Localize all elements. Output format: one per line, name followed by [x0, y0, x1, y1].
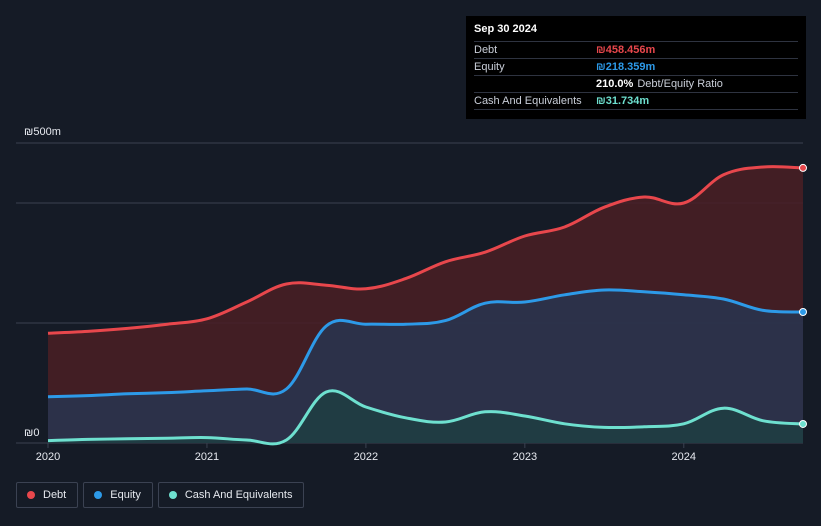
tooltip-row-sublabel: Debt/Equity Ratio	[637, 78, 723, 90]
tooltip-row: 210.0% Debt/Equity Ratio	[474, 75, 798, 92]
tooltip-row-value: ₪218.359m	[596, 61, 656, 73]
tooltip-row-value: 210.0%	[596, 78, 634, 90]
tooltip-date: Sep 30 2024	[474, 23, 537, 35]
tooltip-row: Debt ₪458.456m	[474, 41, 798, 58]
y-axis-top-label: ₪500m	[24, 126, 61, 138]
legend-item-equity[interactable]: Equity	[83, 482, 153, 508]
equity-end-marker	[799, 307, 807, 316]
tooltip-row-value: ₪31.734m	[596, 95, 650, 107]
line-layer	[47, 165, 804, 446]
tooltip-row-label: Cash And Equivalents	[474, 95, 582, 107]
legend: Debt Equity Cash And Equivalents	[16, 482, 305, 508]
tooltip-row: Cash And Equivalents ₪31.734m	[474, 92, 798, 110]
tooltip-row-label: Equity	[474, 61, 505, 73]
equity-line	[47, 288, 804, 399]
tooltip-rows: Debt ₪458.456m Equity ₪218.359m 210.0% Debt/E…	[474, 41, 798, 110]
legend-dot-icon	[168, 491, 177, 499]
cash-and-equivalents-end-marker	[799, 419, 807, 428]
legend-item-debt[interactable]: Debt	[16, 482, 79, 508]
area-layer	[48, 166, 803, 444]
legend-label: Equity	[110, 489, 141, 501]
x-tick-label: 2021	[195, 451, 219, 463]
x-tick-label: 2022	[354, 451, 378, 463]
legend-label: Debt	[43, 489, 67, 501]
tooltip-panel: Sep 30 2024 Debt ₪458.456m Equity ₪218.359m…	[466, 16, 806, 119]
debt-end-marker	[799, 163, 807, 172]
legend-dot-icon	[94, 491, 103, 499]
legend-item-cash-and-equivalents[interactable]: Cash And Equivalents	[157, 482, 305, 508]
debt-equity-chart: ₪500m ₪0 2020 2021 2022 2023 2024	[16, 126, 807, 463]
debt-line	[47, 165, 804, 335]
cash-and-equivalents-area	[48, 390, 803, 444]
tooltip-row-label: Debt	[474, 44, 498, 56]
x-axis: 2020 2021 2022 2023 2024	[36, 443, 696, 463]
legend-label: Cash And Equivalents	[184, 489, 293, 501]
legend-dot-icon	[27, 491, 35, 499]
cash-and-equivalents-line	[47, 389, 804, 446]
x-tick-label: 2023	[513, 451, 537, 463]
tooltip-row-value: ₪458.456m	[596, 44, 656, 56]
marker-layer	[799, 163, 807, 428]
y-axis-bottom-label: ₪0	[24, 427, 39, 439]
equity-area	[48, 289, 803, 443]
tooltip-row: Equity ₪218.359m	[474, 58, 798, 75]
x-tick-label: 2024	[672, 451, 696, 463]
x-tick-label: 2020	[36, 451, 60, 463]
